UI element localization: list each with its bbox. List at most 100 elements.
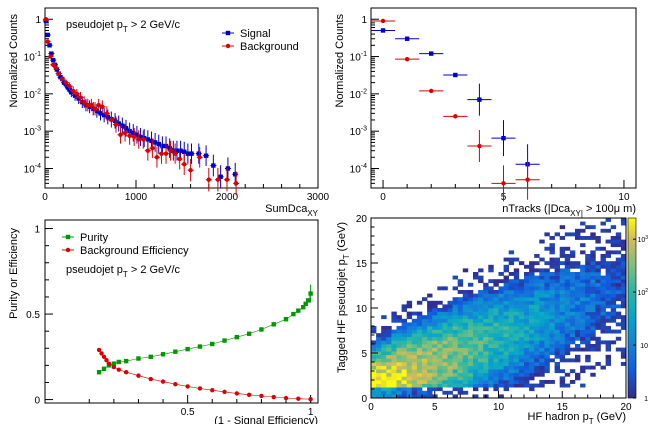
heatmap-cell [559,279,566,284]
heatmap-cell [401,340,407,345]
heatmap-cell [396,333,402,338]
heatmap-cell [610,300,617,305]
heatmap-cell [569,318,576,323]
heatmap-cell [529,376,535,381]
heatmap-cell [605,275,611,280]
heatmap-cell [600,340,606,345]
heatmap-cell [508,311,515,316]
heatmap-cell [615,282,622,287]
heatmap-cell [524,372,530,377]
heatmap-cell [620,347,627,352]
heatmap-cell [401,380,407,384]
heatmap-cell [452,336,458,341]
heatmap-cell [442,344,448,348]
heatmap-cell [432,351,438,356]
heatmap-cell [610,282,617,287]
heatmap-cell [524,318,530,323]
heatmap-cell [406,354,413,359]
heatmap-cell [544,286,550,291]
heatmap-cell [539,333,545,338]
heatmap-cell [447,318,453,323]
heatmap-cell [559,261,566,266]
heatmap-cell [442,329,448,334]
heatmap-cell [483,315,489,320]
heatmap-cell [432,354,438,359]
heatmap-cell [529,297,535,302]
heatmap-cell [585,290,591,294]
heatmap-cell [411,329,418,334]
heatmap-cell [544,268,550,273]
heatmap-cell [549,297,555,302]
heatmap-cell [508,290,515,294]
heatmap-cell [493,354,499,359]
heatmap-cell [549,236,555,240]
heatmap-cell [452,376,458,381]
heatmap-cell [610,272,617,276]
legend-label: Purity [80,232,109,244]
heatmap-cell [529,308,535,312]
heatmap-cell [610,225,617,230]
heatmap-cell [427,372,433,377]
background-point [85,102,90,108]
heatmap-cell [605,272,611,276]
heatmap-cell [493,293,499,298]
heatmap-cell [427,376,433,381]
heatmap-cell [371,376,377,381]
heatmap-cell [488,372,494,377]
y-tick-label: 0 [361,394,367,405]
heatmap-cell [386,347,392,352]
heatmap-cell [452,297,458,302]
heatmap-cell [411,347,418,352]
heatmap-cell [411,394,418,399]
heatmap-cell [473,394,479,399]
heatmap-cell [544,282,550,287]
heatmap-cell [483,376,489,381]
heatmap-cell [590,264,596,269]
heatmap-cell [493,376,499,381]
heatmap-cell [559,308,566,312]
heatmap-cell [447,322,453,327]
heatmap-cell [554,282,560,287]
signal-point [189,151,194,156]
heatmap-cell [396,394,402,399]
heatmap-cell [376,362,382,366]
heatmap-cell [534,268,540,273]
heatmap-cell [575,318,581,323]
heatmap-cell [396,318,402,323]
heatmap-cell [508,351,515,356]
heatmap-cell [513,275,520,280]
heatmap-cell [483,372,489,377]
heatmap-cell [605,261,611,266]
heatmap-cell [590,326,596,330]
heatmap-cell [539,336,545,341]
heatmap-cell [595,322,601,327]
heatmap-cell [452,383,458,388]
heatmap-cell [427,300,433,305]
heatmap-cell [549,300,555,305]
heatmap-cell [493,326,499,330]
heatmap-cell [518,304,525,309]
x-tick-label: 10 [618,192,630,203]
heatmap-cell [605,239,611,244]
heatmap-cell [620,221,627,226]
heatmap-cell [585,308,591,312]
heatmap-cell [478,333,484,338]
heatmap-cell [549,275,555,280]
heatmap-cell [564,290,571,294]
heatmap-cell [580,333,586,338]
heatmap-cell [595,308,601,312]
heatmap-cell [432,358,438,363]
heatmap-cell [575,336,581,341]
heatmap-cell [416,390,423,395]
heatmap-cell [600,311,606,316]
heatmap-cell [585,236,591,240]
heatmap-cell [437,351,443,356]
heatmap-cell [488,376,494,381]
heatmap-cell [483,293,489,298]
heatmap-cell [549,347,555,352]
heatmap-cell [580,308,586,312]
heatmap-cell [559,293,566,298]
heatmap-cell [473,333,479,338]
heatmap-cell [432,329,438,334]
